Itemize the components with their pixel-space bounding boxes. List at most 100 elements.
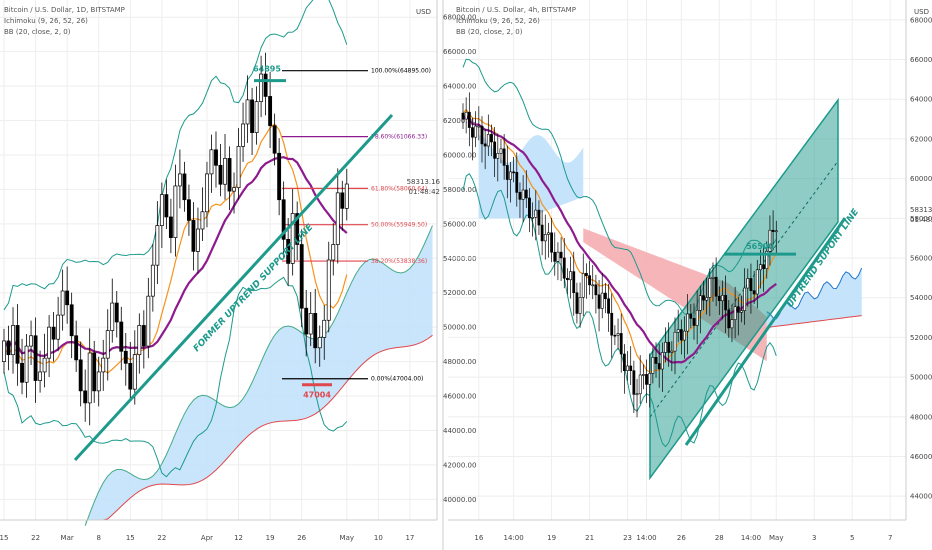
daily-candle-body: [132, 354, 137, 390]
daily-basis-line: [3, 156, 348, 358]
4h-candle-body: [584, 273, 588, 276]
daily-x-tick-label: 10: [374, 534, 383, 542]
daily-candle-body: [101, 357, 106, 373]
4h-candle-body: [531, 216, 535, 219]
4h-candle-body: [759, 264, 762, 271]
daily-candle-body: [110, 302, 115, 331]
daily-candle-body: [83, 390, 88, 404]
daily-x-tick-label: 12: [234, 534, 243, 542]
4h-candle-body: [505, 165, 509, 180]
daily-indicator-lines: [3, 0, 348, 478]
4h-currency: USD: [914, 8, 929, 16]
daily-candle-body: [24, 345, 29, 383]
daily-candle-body: [209, 149, 214, 175]
daily-candle-body: [286, 238, 291, 264]
daily-fib-label: 50.00%(55949.50): [371, 222, 427, 229]
daily-y-tick-label: 44000.00: [443, 427, 476, 435]
4h-candle-body: [603, 292, 607, 300]
daily-candle-body: [69, 304, 74, 337]
4h-candle-body: [774, 230, 778, 233]
4h-cloud-blue-area: [478, 135, 584, 219]
4h-y-tick-label: 46000.00: [910, 453, 932, 461]
4h-kijun-line: [462, 108, 777, 373]
daily-candle-body: [96, 371, 101, 392]
4h-candle-body: [670, 350, 674, 353]
daily-last-price: 58313.16: [407, 178, 441, 186]
daily-candle-body: [254, 101, 259, 133]
daily-candle-body: [159, 194, 164, 226]
daily-fib-label: 0.00%(47004.00): [371, 376, 423, 383]
4h-candle-body: [698, 295, 702, 311]
4h-candle-body: [566, 277, 569, 281]
4h-candle-body: [752, 290, 756, 295]
daily-candle-body: [60, 290, 65, 316]
daily-candle-body: [150, 264, 155, 297]
4h-candle-body: [676, 329, 680, 333]
4h-candle-body: [496, 153, 500, 159]
daily-candle-body: [214, 149, 218, 166]
daily-candles: [2, 52, 349, 426]
daily-candle-body: [114, 302, 119, 323]
4h-candle-body: [559, 251, 563, 259]
4h-basis-line: [462, 113, 777, 364]
4h-candle-body: [714, 276, 718, 297]
4h-candle-body: [651, 357, 655, 374]
4h-y-tick-label: 52000.00: [910, 334, 932, 342]
4h-candle-body: [749, 278, 753, 291]
daily-candle-body: [340, 192, 345, 209]
daily-candle-body: [191, 220, 196, 252]
4h-candle-body: [528, 197, 531, 219]
4h-candle-body: [547, 232, 550, 235]
daily-senkou-a-line: [84, 225, 433, 526]
4h-candle-body: [667, 341, 671, 353]
4h-candle-body: [553, 251, 557, 262]
4h-candle-body: [493, 141, 497, 159]
daily-y-tick-label: 46000.00: [443, 393, 476, 401]
4h-candle-body: [765, 250, 769, 270]
4h-y-tick-label: 50000.00: [910, 374, 932, 382]
4h-candle-body: [550, 232, 554, 253]
daily-candle-body: [6, 340, 11, 356]
4h-candle-body: [727, 309, 731, 329]
daily-candle-body: [272, 125, 277, 154]
4h-candle-body: [521, 189, 525, 200]
daily-candle-body: [218, 164, 223, 185]
4h-candle-body: [600, 292, 604, 309]
4h-candle-body: [755, 269, 759, 295]
4h-candle-body: [705, 297, 709, 301]
daily-candle-body: [164, 194, 169, 218]
daily-x-tick-label: 22: [31, 534, 40, 542]
daily-candle-body: [74, 335, 79, 361]
4h-candle-body: [512, 171, 516, 174]
daily-candle-body: [137, 325, 142, 356]
daily-ichimoku-cloud: [84, 225, 433, 526]
daily-y-tick-label: 48000.00: [443, 358, 476, 366]
daily-candle-body: [92, 352, 97, 392]
4h-x-tick-label: 14:00: [504, 534, 524, 542]
daily-candle-body: [308, 313, 313, 335]
4h-candle-body: [509, 171, 512, 180]
4h-candle-body: [638, 374, 642, 395]
4h-candle-body: [743, 287, 747, 311]
daily-axes: 40000.00 42000.00 44000.00 46000.00 48000.00…: [0, 0, 476, 542]
4h-candle-body: [562, 257, 566, 279]
4h-candle-body: [733, 306, 737, 320]
4h-x-tick-label: 16: [474, 534, 483, 542]
daily-x-tick-label: 15: [0, 534, 8, 542]
4h-candle-body: [597, 294, 601, 309]
4h-candle-body: [683, 330, 686, 341]
4h-candle-body: [730, 319, 734, 329]
4h-candle-body: [575, 292, 579, 314]
daily-candle-body: [128, 362, 133, 390]
daily-candle-body: [87, 352, 92, 404]
daily-x-tick-label: 19: [266, 534, 275, 542]
daily-y-tick-label: 40000.00: [443, 496, 476, 504]
4h-candle-body: [762, 264, 766, 270]
4h-level-label: 56500: [746, 242, 774, 251]
4h-candle-body: [616, 333, 620, 336]
daily-candle-body: [123, 350, 128, 364]
daily-candle-body: [196, 228, 200, 252]
4h-candle-body: [543, 234, 547, 242]
daily-candle-body: [29, 335, 33, 347]
